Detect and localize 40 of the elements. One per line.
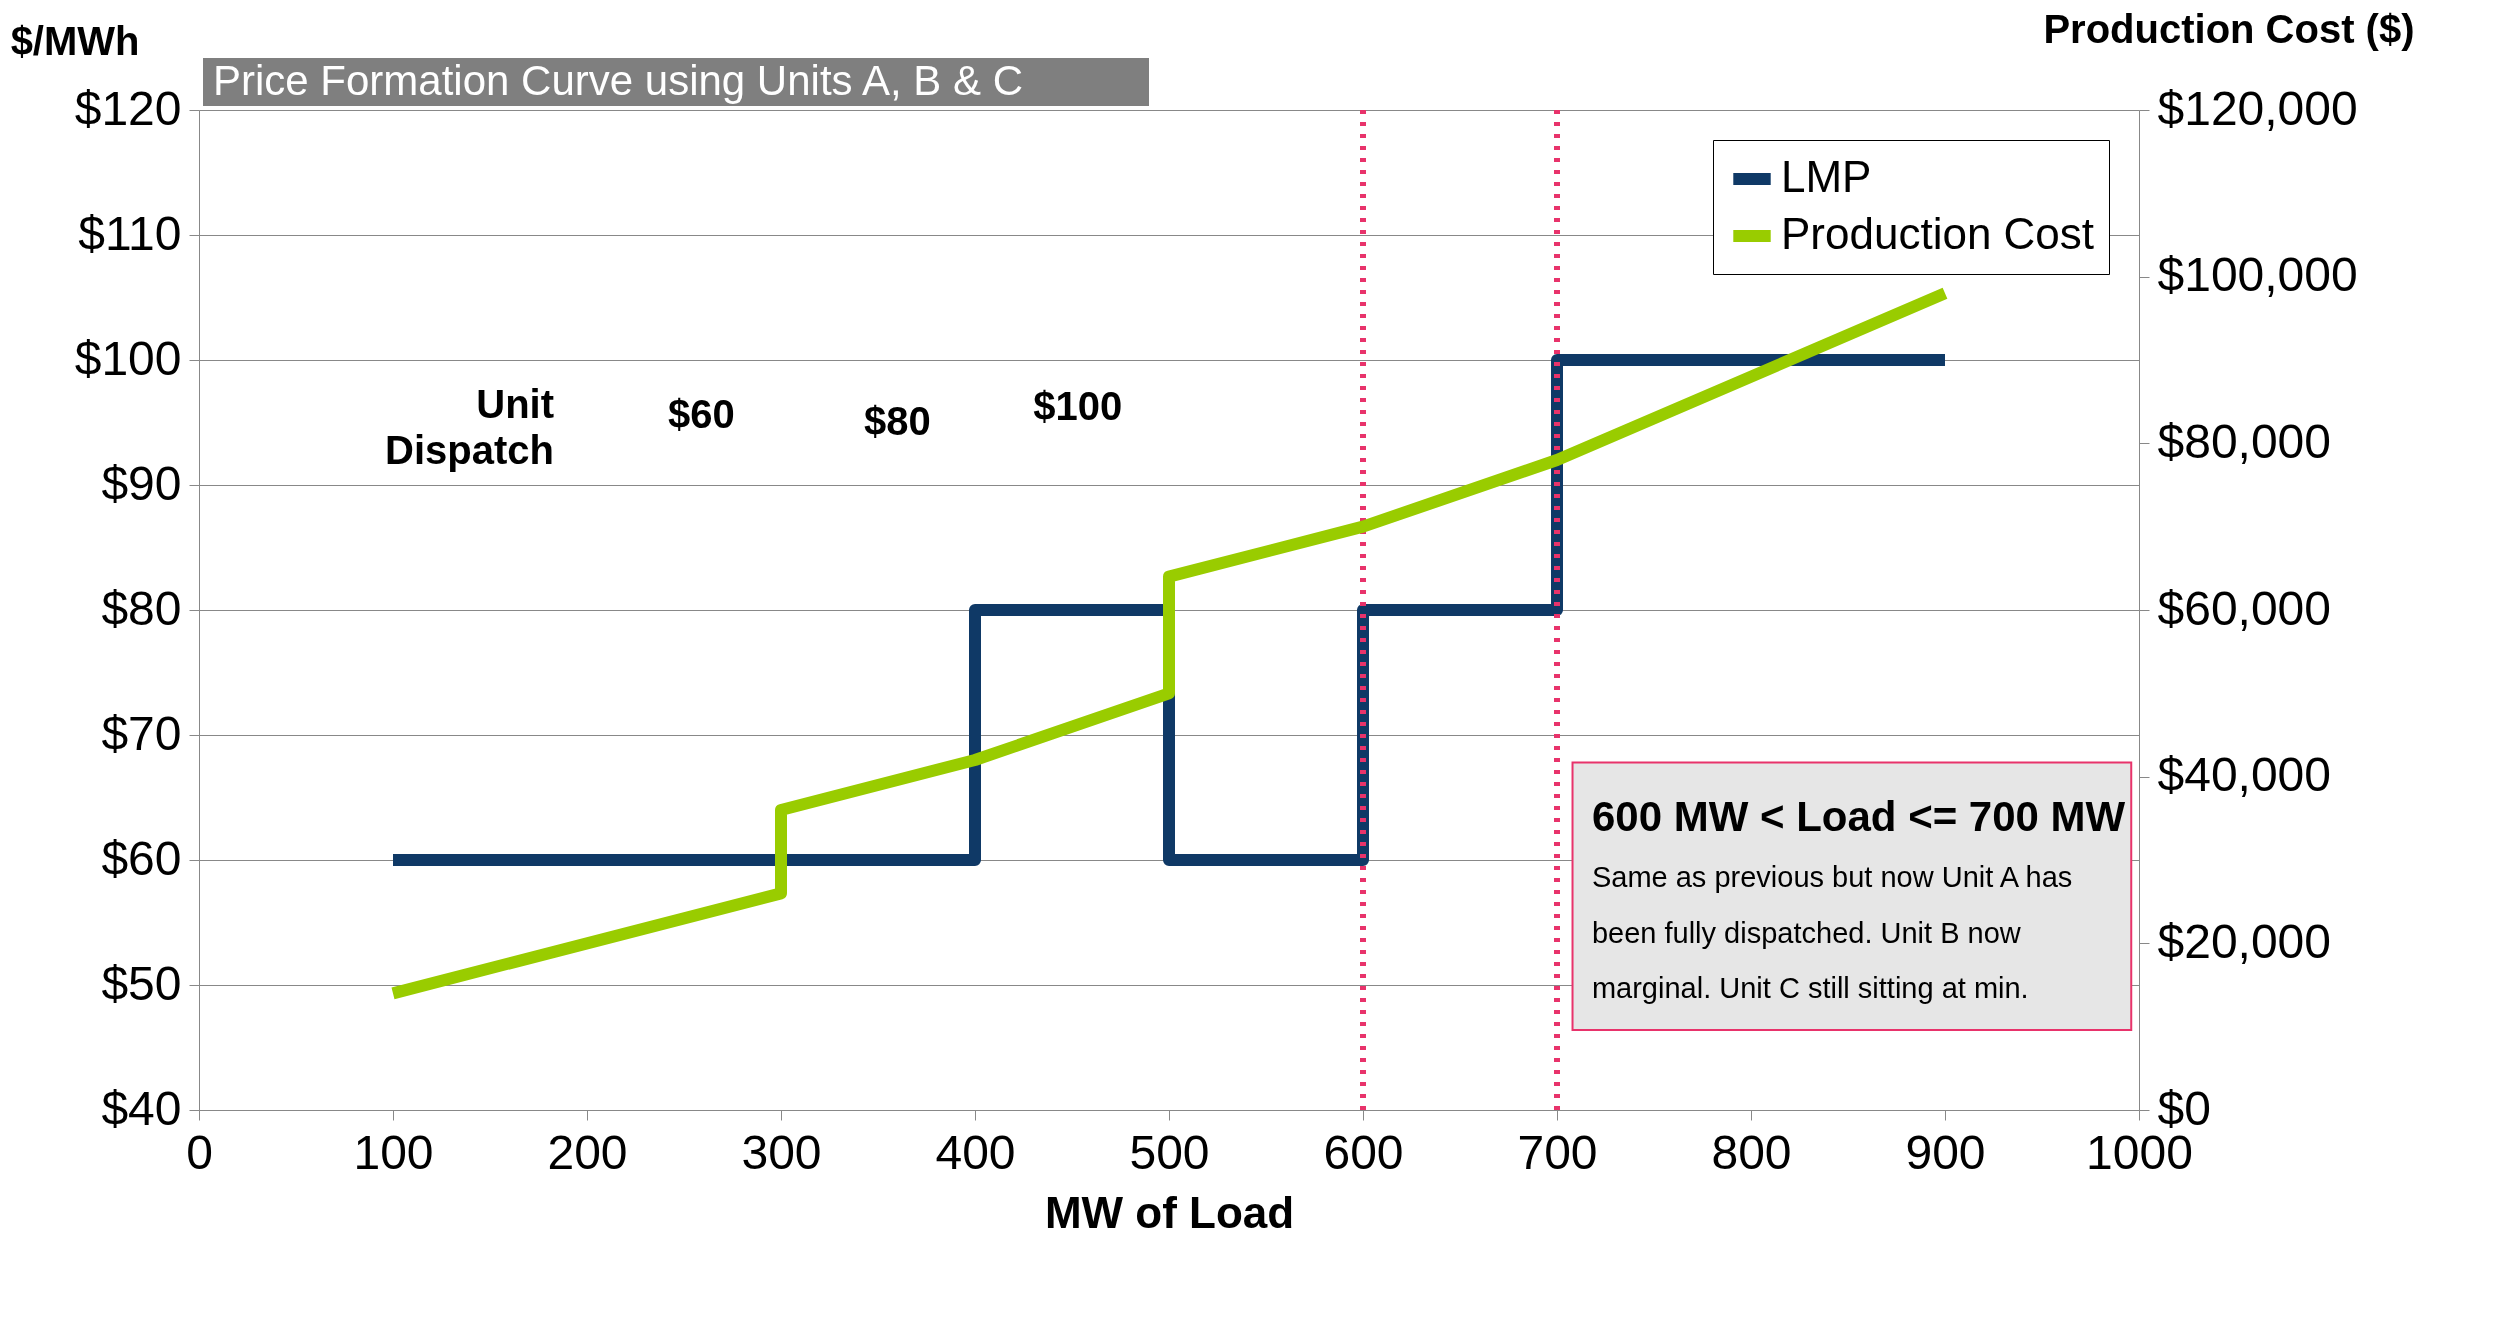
annotation: Unit Dispatch: [385, 382, 555, 473]
y2-tick-label: $0: [2157, 1081, 2211, 1135]
y-tick-label: $70: [101, 706, 182, 760]
chart-title: Price Formation Curve using Units A, B & C: [213, 57, 1023, 104]
x-tick-label: 900: [1905, 1125, 1986, 1179]
annotation: been fully dispatched. Unit B now: [1591, 916, 2022, 949]
annotation: 600 MW < Load <= 700 MW: [1591, 792, 2126, 840]
y-tick-label: $50: [101, 956, 182, 1010]
y-axis-title: $/MWh: [10, 18, 140, 63]
x-tick-label: 100: [353, 1125, 434, 1179]
annotation: $80: [864, 398, 931, 443]
y2-tick-label: $80,000: [2157, 414, 2332, 468]
y2-axis-title: Production Cost ($): [2043, 6, 2415, 51]
y2-tick-label: $100,000: [2157, 248, 2358, 302]
x-tick-label: 600: [1323, 1125, 1404, 1179]
annotation: $60: [668, 392, 735, 437]
y-tick-label: $60: [101, 831, 182, 885]
x-tick-label: 700: [1517, 1125, 1598, 1179]
y-tick-label: $90: [101, 456, 182, 510]
x-tick-label: 300: [741, 1125, 822, 1179]
legend-label: LMP: [1781, 152, 1872, 201]
y-tick-label: $40: [101, 1081, 182, 1135]
y2-tick-label: $60,000: [2157, 581, 2332, 635]
y2-tick-label: $40,000: [2157, 748, 2332, 802]
annotation: $100: [1033, 383, 1123, 428]
y2-tick-label: $20,000: [2157, 914, 2332, 968]
y-tick-label: $80: [101, 581, 182, 635]
legend-label: Production Cost: [1781, 209, 2095, 258]
y-tick-label: $110: [78, 206, 182, 260]
x-tick-label: 500: [1129, 1125, 1210, 1179]
x-axis-title: MW of Load: [1044, 1187, 1295, 1237]
x-tick-label: 800: [1711, 1125, 1792, 1179]
x-tick-label: 200: [547, 1125, 628, 1179]
x-tick-label: 400: [935, 1125, 1016, 1179]
y-tick-label: $120: [74, 81, 182, 135]
y2-tick-label: $120,000: [2157, 81, 2358, 135]
annotation: Same as previous but now Unit A has: [1591, 860, 2073, 893]
x-tick-label: 0: [186, 1125, 213, 1179]
y-tick-label: $100: [74, 331, 182, 385]
annotation: marginal. Unit C still sitting at min.: [1591, 971, 2029, 1004]
